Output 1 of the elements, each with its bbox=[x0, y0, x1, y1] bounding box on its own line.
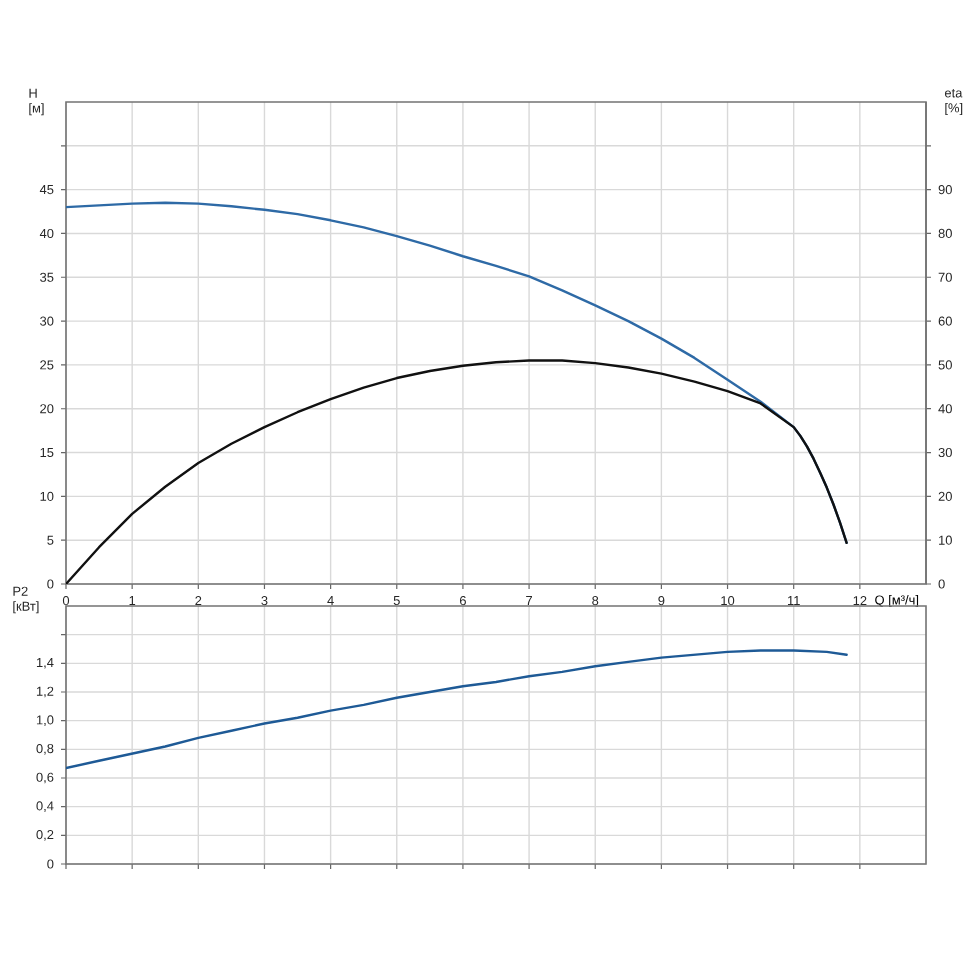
line-series bbox=[66, 359, 848, 584]
